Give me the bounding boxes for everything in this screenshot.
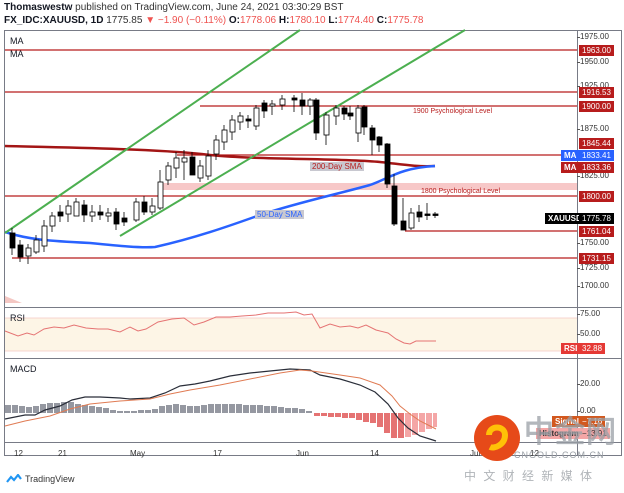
histogram-tag: Histogram: [536, 428, 582, 439]
symbol-tag: XAUUSD: [545, 213, 585, 224]
sma50-line: [4, 164, 436, 249]
level-label-1800: 1800.00: [579, 191, 614, 202]
high-label: H:: [278, 15, 290, 26]
macd-legend[interactable]: MACD: [10, 364, 37, 374]
time-tick: 12: [530, 449, 539, 458]
price-tick: 1700.00: [577, 281, 609, 290]
ohlc-legend: FX_IDC:XAUUSD, 1D 1775.85 ▼ −1.90 (−0.11…: [4, 15, 424, 26]
sma200-value-label: 1833.36: [579, 162, 614, 173]
annotation-1900-level: 1900 Psychological Level: [413, 108, 492, 115]
low-value: 1774.40: [337, 15, 374, 26]
signal-tag: Signal: [552, 416, 583, 427]
price-change: ▼ −1.90 (−0.11%): [145, 15, 227, 26]
trend-channel: [4, 29, 466, 237]
time-tick: 14: [370, 449, 379, 458]
author: Thomaswestw: [4, 2, 73, 13]
time-tick: May: [130, 449, 146, 458]
rsi-line: [4, 311, 436, 345]
cngold-logo-icon: [474, 415, 520, 461]
level-label-1845: 1845.44: [579, 138, 614, 149]
rsi-tag: RSI: [561, 343, 581, 354]
candles: [9, 93, 439, 264]
pane-divider[interactable]: [4, 307, 622, 308]
macd-line: [4, 368, 437, 442]
time-tick: Jul: [470, 449, 481, 458]
last-price: 1775.85: [106, 15, 143, 26]
high-value: 1780.10: [289, 15, 326, 26]
annotation-sma50: 50-Day SMA: [255, 210, 305, 219]
signal-line: [4, 369, 437, 430]
macd-tick: 0.00: [577, 406, 596, 415]
sma50-value-label: 1833.41: [579, 150, 614, 161]
rsi-value-label: 32.88: [579, 343, 606, 354]
publish-date: published on TradingView.com, June 24, 2…: [75, 2, 344, 13]
watermark-site: CNGOLD.COM.CN: [514, 450, 605, 460]
level-label-1900: 1900.00: [579, 101, 614, 112]
price-tick: 1725.00: [577, 263, 609, 272]
pane-divider[interactable]: [4, 358, 622, 359]
level-label-1963: 1963.00: [579, 45, 614, 56]
rsi-band: [5, 318, 577, 351]
price-tick: 1875.00: [577, 124, 609, 133]
ma-tag-red: MA: [561, 162, 580, 173]
close-value: 1775.78: [387, 15, 424, 26]
level-label-1916: 1916.53: [579, 87, 614, 98]
tradingview-icon: [6, 474, 22, 483]
annotation-1800-level: 1800 Psychological Level: [421, 188, 500, 195]
last-price-label: 1775.78: [579, 213, 614, 224]
macd-tick: 20.00: [576, 379, 601, 388]
price-tick: 1975.00: [577, 32, 609, 41]
ma-tag-blue: MA: [561, 150, 580, 161]
ma-legend-2[interactable]: MA: [10, 49, 24, 59]
close-label: C:: [376, 15, 388, 26]
rsi-tick: 75.00: [576, 309, 601, 318]
price-tick: 1950.00: [577, 57, 609, 66]
annotation-sma200: 200-Day SMA: [310, 162, 364, 171]
open-label: O:: [228, 15, 240, 26]
rsi-legend[interactable]: RSI: [10, 313, 26, 323]
time-axis-border: [4, 442, 622, 443]
price-tick: 1925.00: [577, 81, 609, 90]
price-tick: 1825.00: [577, 171, 609, 180]
tradingview-logo[interactable]: TradingView: [6, 474, 75, 484]
sma200-line: [4, 144, 436, 168]
time-tick: 17: [213, 449, 222, 458]
tradingview-brand: TradingView: [25, 474, 75, 484]
signal-value-label: −7.16: [579, 416, 606, 427]
watermark-cn-title: 中金网: [524, 416, 617, 449]
low-label: L:: [328, 15, 338, 26]
publish-info: Thomaswestw published on TradingView.com…: [4, 2, 343, 13]
time-tick: Jun: [296, 449, 309, 458]
open-value: 1778.06: [239, 15, 277, 26]
rsi-tick: 50.00: [576, 329, 601, 338]
chart-frame[interactable]: [4, 30, 622, 456]
watermark-cn-subtitle: 中 文 财 经 新 媒 体: [464, 469, 595, 483]
ma-legend-1[interactable]: MA: [10, 36, 24, 46]
histogram-value-label: −13.91: [579, 428, 610, 439]
price-tick: 1750.00: [577, 238, 609, 247]
time-tick: 21: [58, 449, 67, 458]
cngold-watermark: 中金网 CNGOLD.COM.CN 中 文 财 经 新 媒 体: [464, 405, 618, 490]
level-lines: [5, 49, 577, 259]
level-label-1761: 1761.04: [579, 226, 614, 237]
level-label-1731: 1731.15: [579, 253, 614, 264]
macd-histogram: [5, 402, 437, 438]
symbol: FX_IDC:XAUUSD, 1D: [4, 15, 104, 26]
time-tick: 12: [14, 449, 23, 458]
